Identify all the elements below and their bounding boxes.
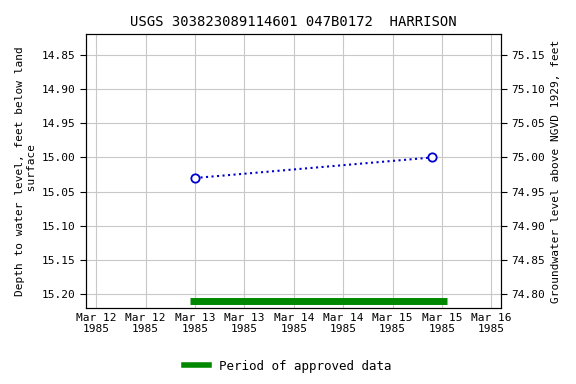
Legend: Period of approved data: Period of approved data <box>179 355 397 378</box>
Y-axis label: Depth to water level, feet below land
 surface: Depth to water level, feet below land su… <box>15 46 37 296</box>
Y-axis label: Groundwater level above NGVD 1929, feet: Groundwater level above NGVD 1929, feet <box>551 40 561 303</box>
Title: USGS 303823089114601 047B0172  HARRISON: USGS 303823089114601 047B0172 HARRISON <box>131 15 457 29</box>
